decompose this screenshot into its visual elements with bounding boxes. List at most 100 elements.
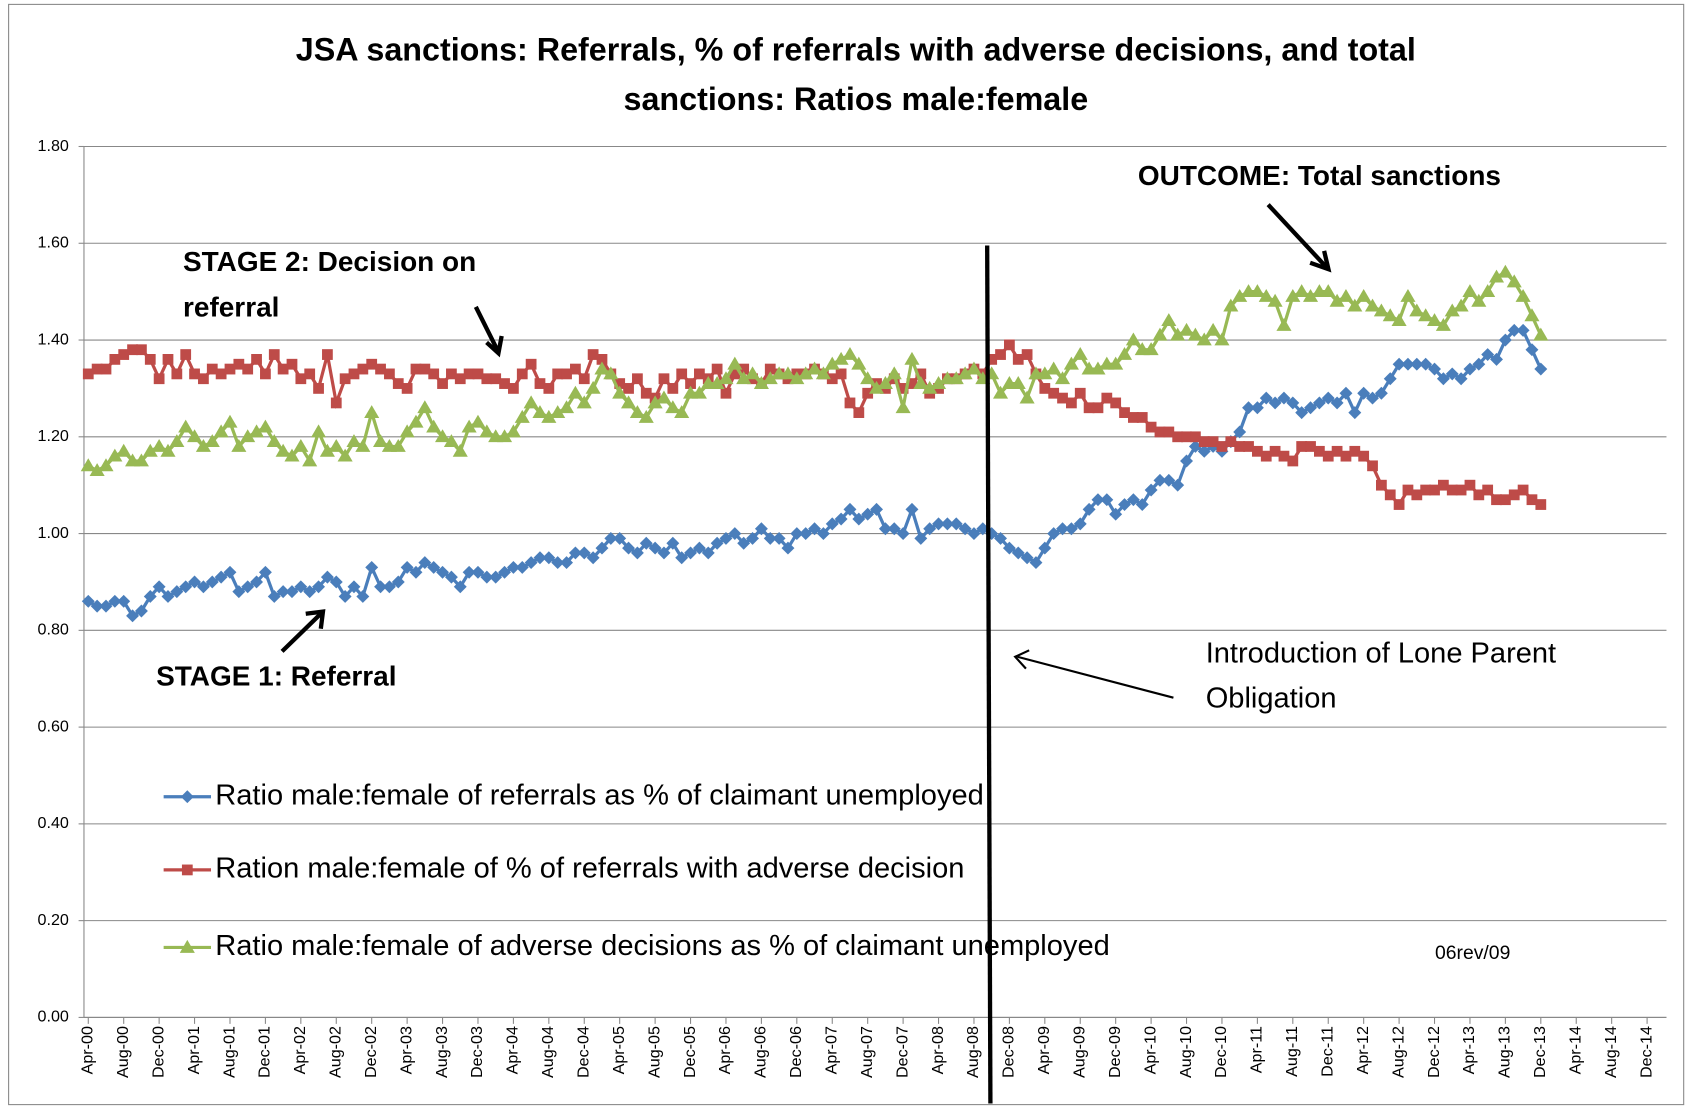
point [1225, 436, 1237, 448]
point [419, 363, 431, 375]
point [931, 376, 947, 389]
legend-label: Ration male:female of % of referrals wit… [215, 853, 964, 885]
point [621, 395, 637, 409]
point [1499, 494, 1511, 506]
y-tick-label: 1.00 [38, 524, 69, 542]
point [1038, 541, 1052, 555]
point [347, 580, 361, 594]
point [694, 368, 705, 380]
point [647, 395, 663, 409]
point [284, 448, 300, 462]
point [116, 443, 132, 457]
point [418, 556, 432, 570]
point [561, 368, 572, 380]
point [1349, 445, 1361, 457]
point [178, 419, 194, 433]
point [329, 575, 343, 589]
point [366, 358, 378, 370]
point [1507, 323, 1521, 337]
point [1108, 356, 1124, 370]
point [1243, 441, 1254, 452]
point [905, 502, 919, 516]
point [499, 378, 510, 389]
point [312, 580, 326, 594]
point [1524, 308, 1540, 322]
point [1207, 436, 1219, 448]
x-tick-label: Apr-11 [1248, 1026, 1266, 1073]
point [851, 356, 867, 370]
point [401, 383, 413, 394]
point [718, 371, 734, 385]
point [567, 385, 583, 399]
point [472, 368, 484, 380]
point [1304, 401, 1317, 415]
point [242, 363, 254, 375]
point [967, 527, 981, 541]
point [206, 363, 218, 375]
point [1057, 392, 1068, 404]
point [339, 373, 351, 385]
point [452, 443, 468, 457]
point [181, 864, 193, 876]
y-tick-label: 0.20 [38, 911, 69, 929]
x-tick-label: Dec-11 [1319, 1026, 1337, 1077]
annotation: referral [183, 291, 279, 322]
point [860, 371, 876, 385]
point [346, 434, 362, 448]
point [417, 400, 433, 414]
point [1314, 445, 1325, 457]
point [1455, 484, 1467, 496]
point [1338, 288, 1354, 302]
y-tick-label: 1.40 [38, 330, 69, 348]
point [1144, 483, 1158, 497]
point [328, 438, 344, 452]
x-tick-label: Aug-12 [1389, 1026, 1407, 1078]
point [444, 570, 458, 584]
point [303, 585, 317, 599]
point [1180, 454, 1193, 468]
point [188, 575, 202, 589]
point [1418, 308, 1434, 322]
annotation: OUTCOME: Total sanctions [1138, 160, 1501, 191]
point [426, 419, 442, 433]
point [1163, 426, 1175, 438]
point [772, 531, 786, 545]
point [843, 502, 857, 516]
point [612, 385, 628, 399]
point [1438, 479, 1449, 491]
point [1125, 332, 1141, 346]
point [1136, 412, 1148, 423]
point [656, 390, 672, 404]
point [781, 541, 795, 555]
point [638, 409, 654, 423]
point [949, 517, 963, 531]
point [1216, 441, 1228, 452]
legend-label: Ratio male:female of referrals as % of c… [215, 779, 983, 811]
point [657, 546, 671, 560]
x-tick-label: Dec-09 [1106, 1026, 1124, 1078]
point [790, 527, 804, 541]
x-tick-label: Dec-14 [1637, 1026, 1655, 1078]
point [780, 366, 796, 380]
point [719, 531, 733, 545]
point [1250, 401, 1264, 415]
point [267, 590, 281, 603]
point [1285, 288, 1301, 302]
point [391, 575, 405, 589]
point [364, 405, 380, 418]
point [330, 397, 342, 409]
point [613, 531, 627, 545]
legend-item: Ratio male:female of adverse decisions a… [163, 930, 1110, 962]
point [753, 376, 769, 389]
point [1358, 450, 1370, 462]
point [99, 599, 113, 613]
point [1128, 412, 1139, 423]
point [914, 531, 928, 545]
point [1181, 431, 1192, 443]
point [1153, 473, 1167, 487]
point [427, 560, 441, 574]
point [1019, 390, 1035, 404]
chart-title: sanctions: Ratios male:female [624, 81, 1089, 117]
point [127, 344, 138, 356]
x-tick-label: Aug-13 [1496, 1026, 1514, 1078]
